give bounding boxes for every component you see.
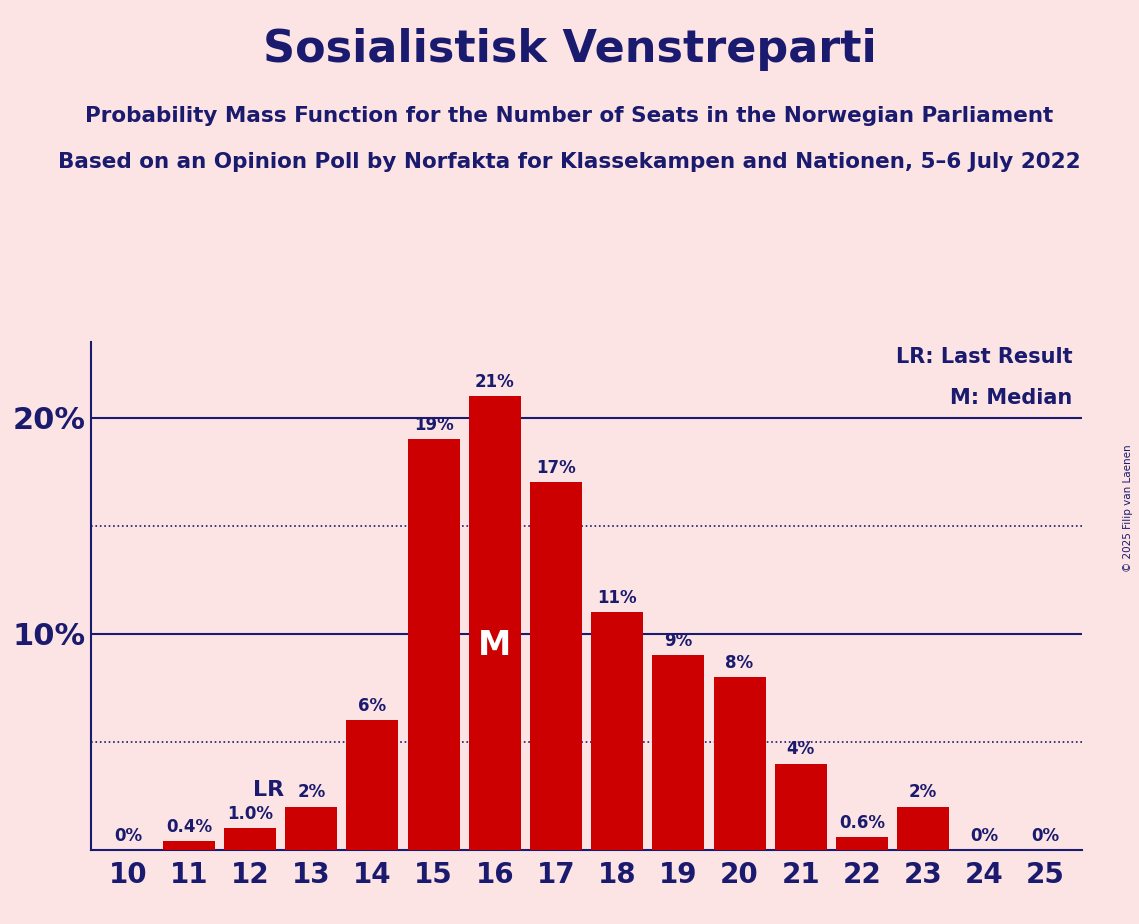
Text: 0%: 0% [1031,827,1059,845]
Text: LR: LR [253,781,284,800]
Text: 0.6%: 0.6% [838,814,885,832]
Bar [163,842,215,850]
Text: LR: Last Result: LR: Last Result [895,346,1072,367]
Bar [346,721,399,850]
Text: 1.0%: 1.0% [227,805,273,823]
Text: 0%: 0% [114,827,142,845]
Text: 0%: 0% [970,827,998,845]
Text: M: Median: M: Median [950,388,1072,407]
Text: 8%: 8% [726,653,754,672]
Bar [530,482,582,850]
Text: 11%: 11% [597,589,637,607]
Bar [469,396,521,850]
Text: Based on an Opinion Poll by Norfakta for Klassekampen and Nationen, 5–6 July 202: Based on an Opinion Poll by Norfakta for… [58,152,1081,173]
Bar [775,763,827,850]
Text: 6%: 6% [359,697,386,715]
Bar [286,807,337,850]
Text: 19%: 19% [413,416,453,433]
Bar [591,613,644,850]
Text: Sosialistisk Venstreparti: Sosialistisk Venstreparti [263,28,876,71]
Text: 2%: 2% [297,784,326,801]
Text: 0.4%: 0.4% [166,818,212,836]
Text: Probability Mass Function for the Number of Seats in the Norwegian Parliament: Probability Mass Function for the Number… [85,106,1054,127]
Bar [836,837,887,850]
Bar [898,807,949,850]
Text: 4%: 4% [787,740,814,759]
Text: © 2025 Filip van Laenen: © 2025 Filip van Laenen [1123,444,1133,572]
Text: 2%: 2% [909,784,937,801]
Bar [408,439,460,850]
Text: 9%: 9% [664,632,693,650]
Bar [713,677,765,850]
Text: 21%: 21% [475,372,515,391]
Text: M: M [478,629,511,663]
Bar [224,829,276,850]
Bar [653,655,704,850]
Text: 17%: 17% [536,459,576,477]
